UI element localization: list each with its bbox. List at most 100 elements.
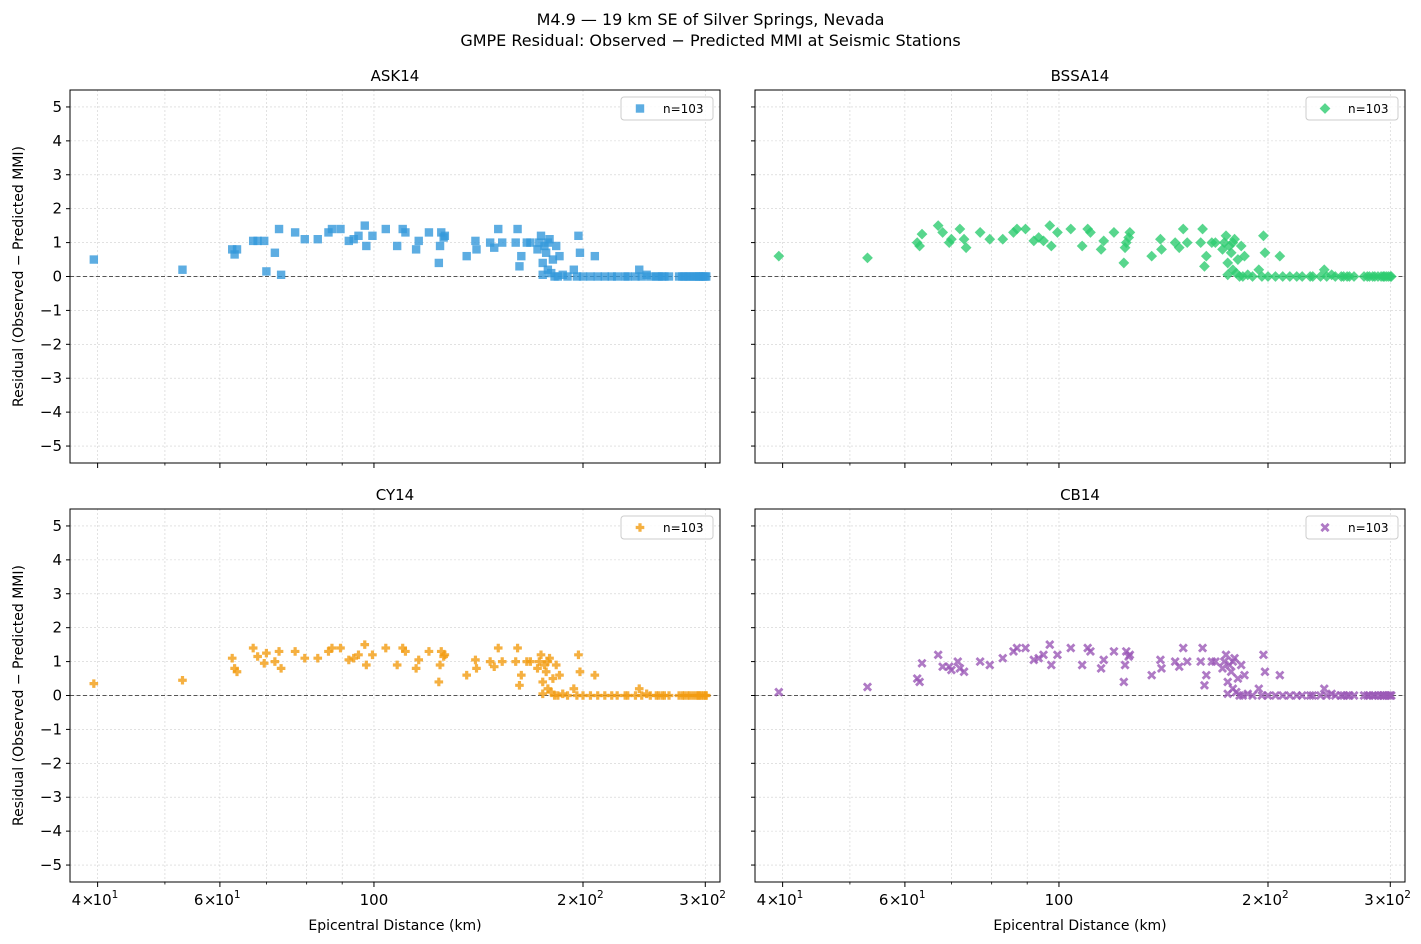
data-point-diamond — [1085, 227, 1096, 238]
data-point-diamond — [997, 233, 1009, 245]
data-point-square — [631, 272, 640, 281]
data-point-plus — [360, 640, 370, 649]
data-point-square — [607, 272, 616, 281]
y-tick-label: −3 — [40, 369, 62, 387]
y-tick-label: 4 — [52, 551, 62, 569]
data-point-square — [232, 245, 242, 254]
data-point-square — [368, 231, 377, 241]
data-point-square — [472, 245, 481, 254]
data-point-x — [917, 658, 927, 668]
x-tick-label-exponent: 2 — [597, 889, 604, 901]
y-tick-label: −1 — [40, 301, 62, 319]
data-point-plus — [436, 647, 446, 656]
data-point-square — [593, 272, 602, 281]
data-point-plus — [354, 650, 363, 660]
legend-label: n=103 — [663, 102, 704, 116]
data-point-square — [541, 248, 551, 257]
data-point-diamond — [1348, 271, 1360, 282]
x-tick-label: 100 — [360, 891, 389, 909]
data-point-square — [354, 231, 363, 241]
data-point-plus — [635, 523, 645, 532]
data-point-diamond — [1197, 223, 1208, 235]
x-tick-label-times: × — [1252, 891, 1265, 909]
data-point-plus — [543, 684, 553, 694]
data-point-plus — [259, 658, 269, 668]
data-point-plus — [489, 662, 499, 671]
data-point-x — [1199, 680, 1210, 690]
data-point-square — [635, 104, 645, 113]
data-point-plus — [300, 653, 310, 663]
data-point-square — [276, 270, 286, 280]
x-tick-label-exponent: 1 — [112, 889, 119, 901]
data-point-plus — [546, 687, 556, 697]
data-point-plus — [513, 643, 522, 653]
data-point-square — [538, 270, 547, 280]
data-point-x — [1155, 655, 1166, 665]
y-tick-label: −1 — [40, 720, 62, 738]
data-point-square — [574, 231, 583, 241]
data-point-square — [535, 238, 544, 247]
data-point-plus — [538, 689, 548, 699]
data-point-x — [1210, 657, 1221, 667]
data-point-diamond — [1195, 237, 1207, 248]
data-point-square — [485, 238, 495, 247]
y-tick-label: 3 — [52, 166, 62, 184]
data-point-diamond — [1256, 271, 1268, 282]
data-point-plus — [563, 691, 572, 700]
data-point-plus — [392, 660, 402, 670]
x-axis-label: Epicentral Distance (km) — [993, 918, 1166, 934]
data-point-square — [262, 267, 271, 276]
legend: n=103 — [1305, 515, 1399, 540]
data-point-square — [578, 272, 588, 281]
x-tick-label-times: × — [82, 891, 95, 909]
x-tick-label-times: × — [1374, 891, 1387, 909]
data-point-square — [646, 272, 655, 281]
data-point-x — [1297, 690, 1307, 701]
data-point-square — [89, 255, 99, 264]
data-point-diamond — [984, 233, 996, 245]
data-point-square — [228, 245, 237, 254]
data-point-plus — [248, 643, 258, 653]
data-point-x — [1201, 670, 1211, 680]
subplot-title: CY14 — [376, 486, 414, 504]
data-point-square — [471, 236, 480, 246]
data-point-square — [494, 224, 503, 234]
data-point-plus — [344, 655, 354, 665]
data-point-plus — [270, 657, 280, 666]
data-point-diamond — [1239, 250, 1250, 262]
figure-title: M4.9 — 19 km SE of Silver Springs, Nevad… — [536, 10, 885, 29]
data-point-plus — [313, 653, 323, 663]
data-point-square — [515, 262, 524, 271]
data-point-square — [401, 228, 410, 237]
data-point-square — [336, 224, 345, 234]
data-point-square — [253, 236, 262, 246]
data-point-square — [586, 272, 595, 281]
legend-box — [620, 96, 714, 121]
data-point-plus — [558, 689, 568, 699]
data-point-square — [517, 251, 526, 261]
data-point-x — [1066, 643, 1076, 653]
y-tick-label: 5 — [52, 517, 62, 535]
data-point-square — [414, 236, 423, 246]
y-tick-label: 0 — [52, 687, 62, 705]
x-tick-label: 100 — [1045, 891, 1074, 909]
data-point-plus — [253, 652, 262, 661]
data-point-x — [1368, 690, 1378, 701]
data-point-diamond — [1020, 223, 1031, 235]
data-point-diamond — [1235, 240, 1247, 252]
data-point-square — [360, 221, 369, 230]
data-point-plus — [631, 691, 640, 700]
x-tick-label-times: × — [204, 891, 217, 909]
figure-subtitle: GMPE Residual: Observed − Predicted MMI … — [460, 31, 961, 50]
data-point-diamond — [773, 250, 785, 262]
data-point-diamond — [1307, 271, 1319, 282]
data-point-diamond — [1258, 230, 1269, 242]
data-point-plus — [543, 657, 553, 666]
data-point-square — [702, 272, 711, 281]
data-point-diamond — [1385, 271, 1397, 282]
data-point-plus — [553, 691, 563, 700]
data-point-square — [434, 258, 444, 268]
x-tick-label-ten: 10 — [900, 891, 919, 909]
data-point-plus — [536, 650, 546, 660]
